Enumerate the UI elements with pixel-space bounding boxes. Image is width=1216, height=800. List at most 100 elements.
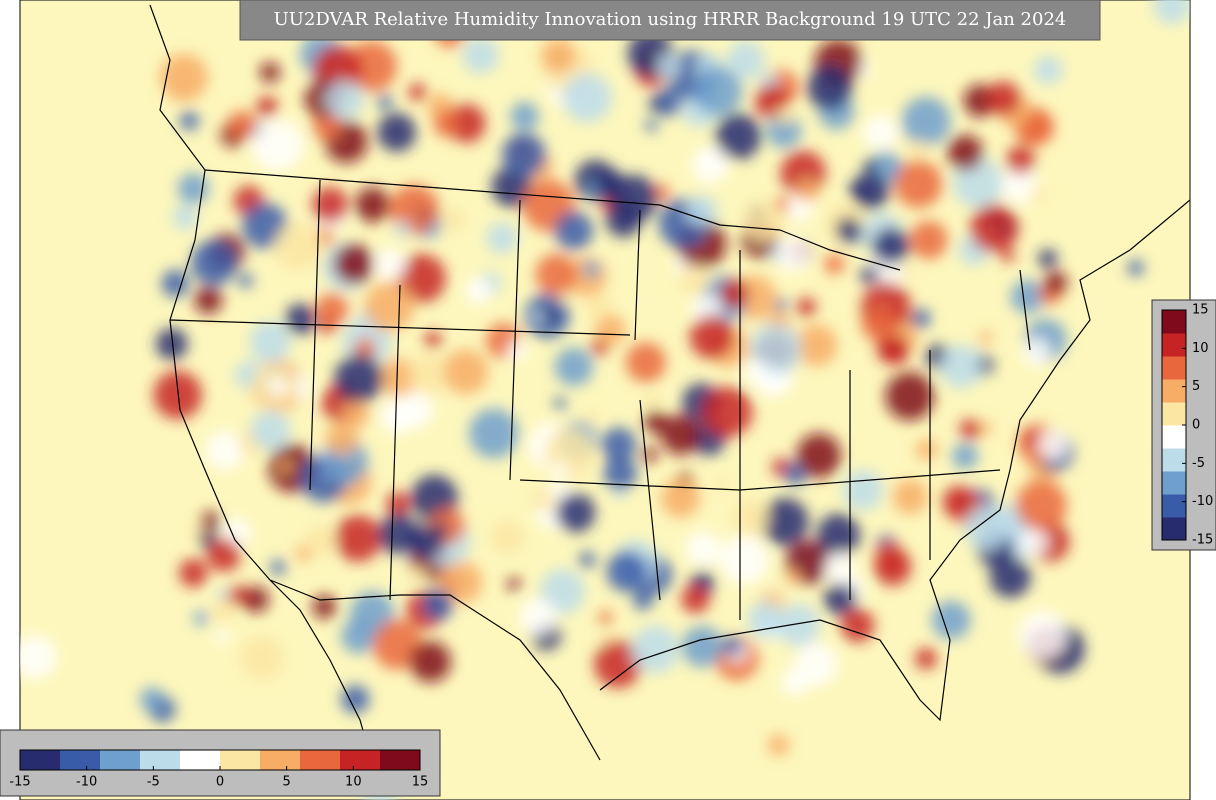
- field-blob: [139, 687, 165, 712]
- field-blob: [606, 551, 648, 593]
- colorbar-tick-label: 15: [1192, 303, 1209, 318]
- field-blob: [860, 265, 880, 285]
- field-blob: [655, 53, 681, 79]
- field-blob: [155, 328, 188, 360]
- field-blob: [823, 582, 857, 616]
- field-blob: [334, 514, 382, 562]
- colorbar-segment: [1162, 394, 1186, 403]
- field-blob: [238, 273, 253, 288]
- colorbar-tick-label: 5: [1192, 379, 1200, 394]
- field-blob: [824, 552, 856, 584]
- field-blob: [719, 279, 749, 309]
- field-blob: [861, 305, 897, 342]
- field-blob: [726, 41, 765, 80]
- field-blob: [408, 83, 427, 102]
- field-blob: [951, 443, 979, 470]
- field-blob: [543, 307, 559, 323]
- field-blob: [598, 610, 613, 626]
- field-blob: [585, 292, 612, 320]
- field-blob: [594, 314, 626, 346]
- colorbar-segment: [1162, 432, 1186, 441]
- colorbar-segment: [1162, 524, 1186, 533]
- colorbar-segment: [180, 750, 194, 770]
- field-blob: [551, 462, 569, 480]
- field-blob: [519, 598, 557, 636]
- colorbar-tick-label: -5: [147, 775, 160, 790]
- field-blob: [1015, 480, 1067, 532]
- field-blob: [601, 427, 637, 463]
- field-blob: [540, 38, 577, 74]
- colorbar-segment: [1162, 310, 1186, 319]
- field-blob: [535, 253, 577, 296]
- colorbar-segment: [1162, 402, 1186, 411]
- field-blob: [1001, 165, 1039, 204]
- field-blob: [507, 577, 521, 591]
- colorbar-segment: [100, 750, 114, 770]
- field-blob: [562, 73, 612, 123]
- field-blob: [931, 600, 971, 640]
- field-blob: [251, 119, 304, 171]
- field-blob: [816, 513, 861, 557]
- field-blob: [312, 186, 349, 224]
- field-blob: [942, 485, 976, 519]
- field-blob: [661, 478, 700, 518]
- field-blob: [1044, 271, 1068, 295]
- field-blob: [554, 347, 594, 387]
- colorbar-segment: [1162, 517, 1186, 526]
- field-blob: [553, 396, 567, 410]
- colorbar-segment: [300, 750, 314, 770]
- colorbar-segment: [1162, 356, 1186, 365]
- field-blob: [644, 392, 661, 409]
- colorbar-segment: [1162, 317, 1186, 326]
- field-blob: [20, 635, 57, 679]
- field-blob: [380, 398, 417, 435]
- colorbar-segment: [1162, 340, 1186, 349]
- field-blob: [1018, 610, 1067, 659]
- field-blob: [153, 370, 202, 420]
- field-blob: [259, 62, 281, 83]
- field-blob: [719, 535, 769, 585]
- field-blob: [795, 178, 820, 202]
- field-blob: [715, 113, 762, 160]
- colorbar-tick-label: 5: [283, 775, 291, 790]
- field-blob: [583, 410, 597, 424]
- field-blob: [1022, 338, 1051, 366]
- colorbar-segment: [20, 750, 34, 770]
- colorbar-segment: [1162, 494, 1186, 503]
- colorbar-segment: [366, 750, 381, 770]
- field-blob: [489, 519, 525, 555]
- field-blob: [785, 567, 802, 585]
- field-blob: [631, 625, 679, 673]
- field-blob: [905, 333, 919, 347]
- field-blob: [979, 331, 993, 345]
- field-blob: [386, 491, 411, 517]
- field-blob: [397, 253, 446, 303]
- field-blob: [582, 260, 600, 278]
- field-blob: [715, 477, 729, 491]
- colorbar-segment: [260, 750, 274, 770]
- field-blob: [824, 254, 845, 274]
- field-blob: [851, 172, 890, 211]
- field-blob: [278, 459, 292, 473]
- field-blob: [689, 314, 734, 360]
- colorbar-segment: [1162, 532, 1186, 541]
- field-blob: [743, 200, 785, 243]
- field-blob: [486, 222, 518, 254]
- field-blob: [964, 505, 1010, 551]
- colorbar-segment: [220, 750, 234, 770]
- colorbar-segment: [393, 750, 408, 770]
- field-blob: [863, 158, 878, 173]
- field-blob: [807, 65, 852, 111]
- map-title: UU2DVAR Relative Humidity Innovation usi…: [274, 9, 1067, 30]
- field-blob: [901, 263, 915, 277]
- field-blob: [1033, 55, 1063, 85]
- field: [20, 0, 1190, 800]
- field-blob: [776, 106, 795, 125]
- field-blob: [775, 196, 791, 212]
- colorbar-segment: [73, 750, 88, 770]
- colorbar-segment: [406, 750, 421, 770]
- field-blob: [1038, 249, 1058, 269]
- field-blob: [691, 146, 730, 184]
- field-blob: [364, 281, 415, 332]
